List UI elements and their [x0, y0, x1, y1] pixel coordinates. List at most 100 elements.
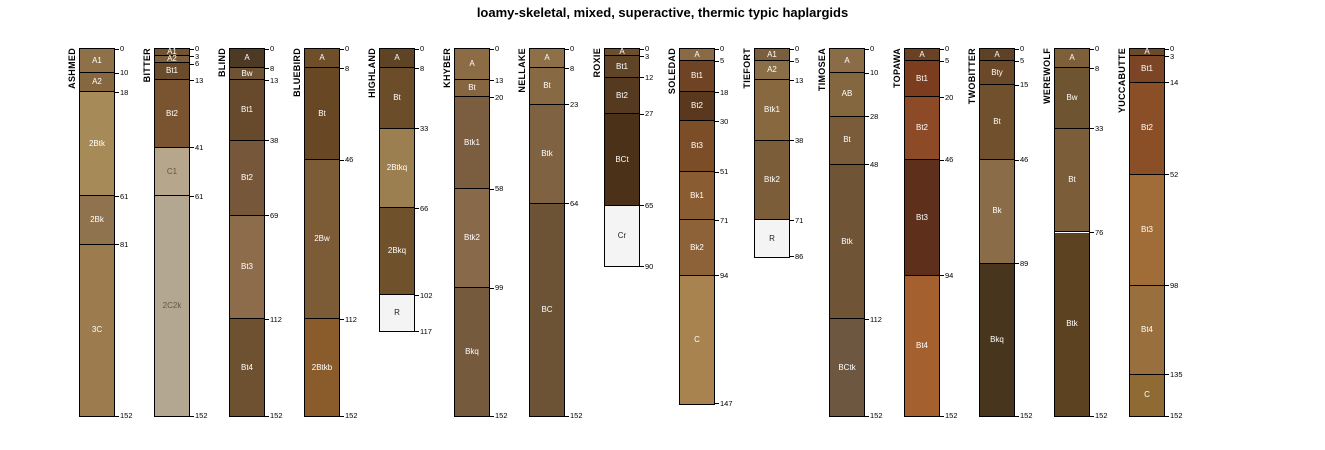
tick-mark [715, 91, 719, 93]
horizon-a2: A2 [80, 73, 114, 93]
soil-profile-twobitter: TWOBITTER A Bty Bt Bk Bkq 0 5 15 46 89 152 [966, 45, 1041, 420]
depth-value: 152 [1095, 411, 1108, 421]
horizon-column: A1 A2 Bt1 Bt2 C1 2C2k [154, 48, 190, 417]
horizon-btk2: Btk2 [755, 140, 789, 221]
depth-value: 10 [120, 68, 129, 78]
horizon-label: Bkq [465, 347, 479, 356]
horizon-3c: 3C [80, 244, 114, 416]
horizon-label: A1 [767, 49, 777, 59]
depth-tick-0: 0 [340, 45, 349, 53]
tick-mark [865, 164, 869, 166]
depth-value: 13 [795, 75, 804, 85]
soil-profile-highland: HIGHLAND A Bt 2Btkq 2Bkq R 0 8 33 66 102 117 [366, 44, 441, 417]
horizon-a: A [530, 49, 564, 69]
horizon-label: A2 [167, 54, 177, 64]
horizon-2btk: 2Btk [80, 92, 114, 197]
horizon-label: BC [541, 304, 553, 314]
profile-column-wrap: A1 A2 Btk1 Btk2 R 0 5 13 38 71 86 [754, 45, 803, 260]
depth-value: 5 [720, 56, 725, 66]
horizon-column: A Bt Btk BC [529, 48, 565, 417]
tick-mark [265, 215, 269, 217]
depth-value: 5 [945, 56, 950, 66]
horizon-label: Bt1 [690, 71, 703, 81]
depth-value: 90 [645, 261, 654, 271]
horizon-label: A [394, 53, 400, 63]
tick-mark [340, 159, 344, 161]
horizon-label: Bt4 [240, 362, 253, 372]
horizon-column: A1 A2 2Btk 2Bk 3C [79, 48, 115, 417]
profile-column-wrap: A Bt1 Bt2 Bt3 Bt4 C 0 3 14 52 98 135 152 [1129, 45, 1183, 419]
profile-column-wrap: A Bt1 Bt2 Bt3 Bk1 Bk2 C 0 5 18 30 51 71 94 147 [679, 45, 733, 407]
tick-mark [640, 265, 644, 267]
depth-tick-8: 8 [565, 64, 574, 72]
tick-mark [115, 415, 119, 417]
depth-tick-0: 0 [265, 45, 274, 53]
depth-tick-152: 152 [190, 412, 208, 420]
depth-value: 0 [345, 44, 350, 54]
depth-value: 112 [870, 314, 882, 324]
depth-value: 152 [270, 411, 283, 421]
horizon-bt1: Bt1 [1130, 56, 1164, 83]
depth-tick-8: 8 [415, 64, 424, 72]
depth-tick-5: 5 [715, 57, 724, 65]
profile-name-label: TIMOSEA [817, 48, 827, 92]
horizon-bty: Bty [980, 61, 1014, 86]
depth-tick-38: 38 [790, 137, 803, 145]
depth-tick-3: 3 [1165, 53, 1174, 61]
horizon-bkq: Bkq [980, 263, 1014, 416]
horizon-label: Btk2 [463, 233, 480, 243]
tick-mark [565, 415, 569, 417]
horizon-bt1: Bt1 [605, 56, 639, 78]
profile-column-wrap: A1 A2 Bt1 Bt2 C1 2C2k 0 3 6 13 41 61 152 [154, 45, 208, 419]
tick-mark [715, 275, 719, 277]
depth-tick-18: 18 [115, 88, 128, 96]
depth-value: 3 [645, 51, 650, 61]
horizon-bk2: Bk2 [680, 220, 714, 276]
depth-tick-0: 0 [1015, 45, 1024, 53]
depth-tick-0: 0 [190, 45, 199, 53]
horizon-bt: Bt [455, 80, 489, 98]
depth-value: 58 [495, 184, 504, 194]
horizon-btk: Btk [830, 164, 864, 320]
horizon-a: A [980, 49, 1014, 62]
profile-name-label: YUCCABUTTE [1117, 48, 1127, 113]
profile-name-label: BLIND [217, 48, 227, 77]
horizon-c: C [680, 275, 714, 404]
soil-profile-soledad: SOLEDAD A Bt1 Bt2 Bt3 Bk1 Bk2 C 0 5 18 30 51 71 94 147 [666, 45, 741, 417]
depth-value: 5 [1020, 56, 1025, 66]
depth-value: 51 [720, 167, 729, 177]
depth-value: 0 [795, 44, 800, 54]
depth-value: 152 [570, 411, 583, 421]
depth-value: 20 [495, 92, 504, 102]
depth-value: 46 [345, 155, 354, 165]
depth-tick-64: 64 [565, 200, 578, 208]
depth-tick-152: 152 [1015, 412, 1033, 420]
depth-tick-46: 46 [340, 156, 353, 164]
tick-mark [640, 113, 644, 115]
depth-tick-58: 58 [490, 185, 503, 193]
depth-tick-13: 13 [190, 76, 203, 84]
tick-mark [265, 140, 269, 142]
horizon-label: A [919, 49, 925, 59]
horizon-column: A Bw Bt1 Bt2 Bt3 Bt4 [229, 48, 265, 417]
depth-value: 135 [1170, 370, 1183, 380]
depth-tick-13: 13 [790, 76, 803, 84]
soil-profile-timosea: TIMOSEA A AB Bt Btk BCtk 0 10 28 48 112 152 [816, 45, 891, 419]
tick-mark [265, 48, 269, 50]
soil-profile-ashmed: ASHMED A1 A2 2Btk 2Bk 3C 0 10 18 61 81 152 [66, 45, 141, 419]
horizon-a: A [1130, 48, 1164, 57]
depth-value: 71 [795, 215, 804, 225]
depth-tick-27: 27 [640, 110, 653, 118]
depth-tick-6: 6 [190, 60, 199, 68]
depth-tick-61: 61 [115, 192, 128, 200]
horizon-column: A1 A2 Btk1 Btk2 R [754, 48, 790, 258]
horizon-bt2: Bt2 [905, 97, 939, 161]
depth-tick-61: 61 [190, 192, 203, 200]
tick-mark [415, 294, 419, 296]
horizon-bct: BCt [605, 114, 639, 206]
horizon-a: A [455, 49, 489, 81]
depth-value: 71 [720, 215, 729, 225]
tick-mark [1015, 60, 1019, 62]
depth-tick-23: 23 [565, 101, 578, 109]
depth-value: 0 [420, 44, 425, 54]
